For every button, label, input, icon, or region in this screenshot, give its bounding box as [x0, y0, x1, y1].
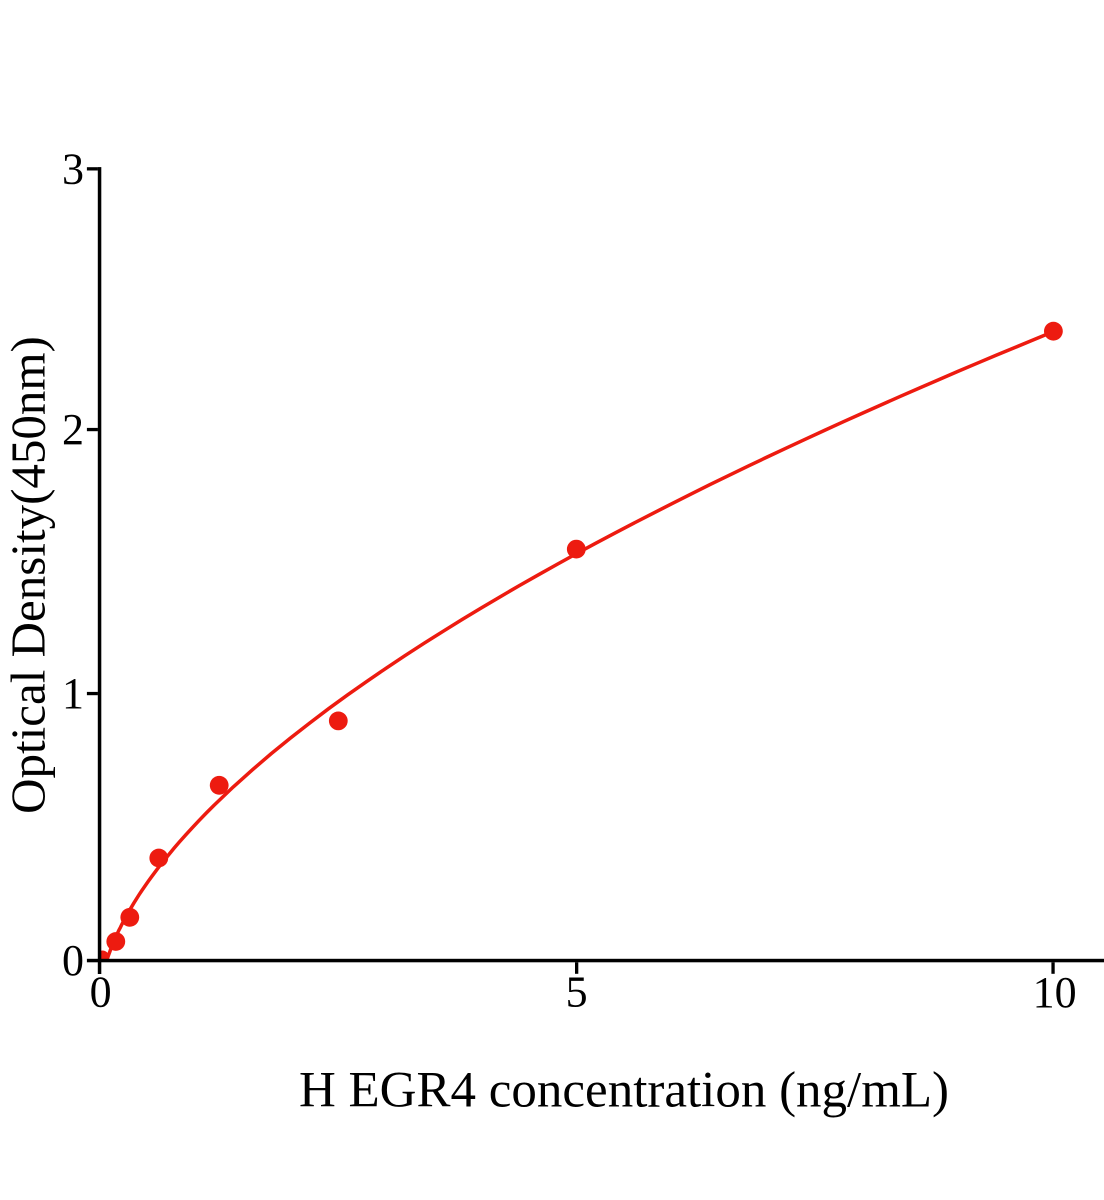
svg-text:0: 0	[90, 968, 112, 1017]
svg-text:Optical Density(450nm): Optical Density(450nm)	[1, 336, 56, 814]
svg-text:2: 2	[62, 405, 84, 454]
svg-text:1: 1	[62, 669, 84, 718]
svg-text:H EGR4 concentration (ng/mL): H EGR4 concentration (ng/mL)	[299, 1062, 949, 1118]
svg-text:5: 5	[566, 968, 588, 1017]
svg-text:10: 10	[1033, 968, 1077, 1017]
svg-text:3: 3	[62, 144, 84, 193]
svg-text:0: 0	[62, 936, 84, 985]
